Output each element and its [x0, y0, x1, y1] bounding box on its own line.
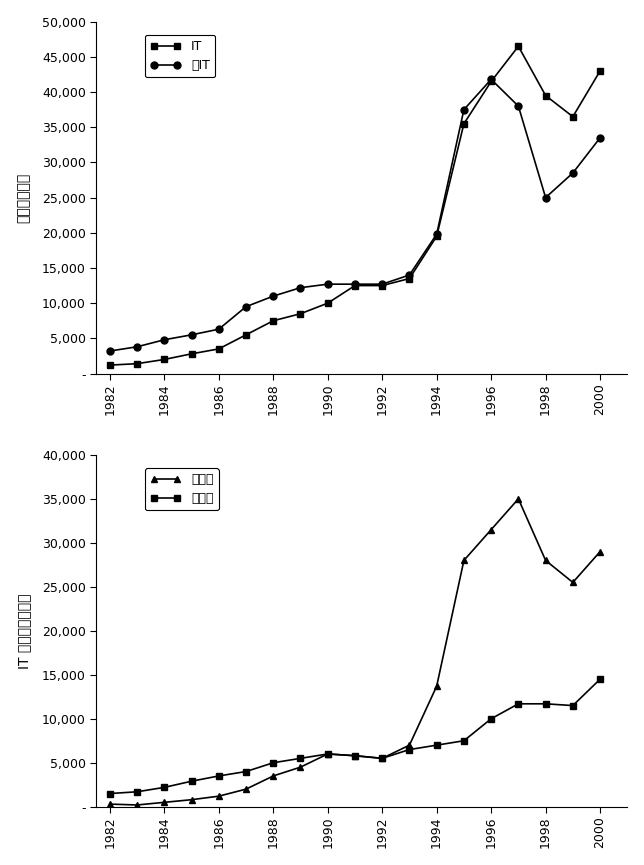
IT — [596, 66, 604, 76]
외국인 — [160, 782, 168, 792]
외국인 — [488, 714, 495, 724]
Legend: IT, 비IT: IT, 비IT — [145, 35, 215, 77]
비IT — [460, 105, 468, 115]
내국인 — [515, 494, 522, 504]
IT — [460, 119, 468, 129]
비IT — [378, 279, 386, 290]
IT — [324, 298, 332, 308]
외국인 — [133, 786, 141, 797]
비IT — [488, 74, 495, 85]
IT — [269, 316, 277, 326]
외국인 — [351, 751, 359, 761]
외국인 — [406, 745, 413, 755]
비IT — [187, 330, 195, 340]
비IT — [542, 192, 549, 202]
비IT — [351, 279, 359, 290]
Line: 내국인: 내국인 — [106, 496, 603, 809]
내국인 — [269, 771, 277, 781]
내국인 — [433, 681, 440, 691]
외국인 — [542, 699, 549, 709]
IT — [215, 343, 223, 354]
Y-axis label: IT 산업특허출원수: IT 산업특허출원수 — [17, 593, 31, 669]
Line: IT: IT — [106, 43, 603, 368]
외국인 — [106, 788, 114, 798]
IT — [433, 231, 440, 241]
IT — [133, 358, 141, 368]
외국인 — [242, 766, 250, 777]
비IT — [242, 302, 250, 312]
외국인 — [187, 776, 195, 786]
외국인 — [378, 753, 386, 764]
외국인 — [433, 740, 440, 750]
IT — [297, 309, 305, 319]
IT — [378, 280, 386, 291]
내국인 — [324, 749, 332, 759]
IT — [242, 330, 250, 340]
비IT — [297, 283, 305, 293]
비IT — [406, 270, 413, 280]
IT — [187, 349, 195, 359]
IT — [569, 112, 577, 122]
비IT — [596, 132, 604, 143]
비IT — [569, 168, 577, 178]
비IT — [515, 101, 522, 112]
IT — [160, 355, 168, 365]
비IT — [433, 229, 440, 240]
내국인 — [406, 740, 413, 750]
비IT — [269, 291, 277, 301]
비IT — [324, 279, 332, 290]
내국인 — [242, 784, 250, 794]
외국인 — [569, 701, 577, 711]
내국인 — [488, 524, 495, 535]
내국인 — [596, 547, 604, 557]
내국인 — [297, 762, 305, 772]
Line: 외국인: 외국인 — [106, 676, 603, 797]
IT — [515, 42, 522, 52]
외국인 — [460, 735, 468, 746]
비IT — [133, 342, 141, 352]
내국인 — [460, 555, 468, 566]
외국인 — [269, 758, 277, 768]
내국인 — [542, 555, 549, 566]
IT — [351, 280, 359, 291]
내국인 — [160, 798, 168, 808]
Legend: 내국인, 외국인: 내국인, 외국인 — [145, 468, 219, 510]
외국인 — [215, 771, 223, 781]
내국인 — [133, 800, 141, 811]
비IT — [106, 346, 114, 356]
내국인 — [569, 577, 577, 587]
외국인 — [596, 674, 604, 684]
외국인 — [297, 753, 305, 764]
외국인 — [324, 749, 332, 759]
Line: 비IT: 비IT — [106, 76, 603, 355]
IT — [106, 360, 114, 370]
내국인 — [106, 799, 114, 810]
내국인 — [215, 791, 223, 801]
IT — [488, 76, 495, 86]
비IT — [160, 335, 168, 345]
IT — [406, 273, 413, 284]
내국인 — [378, 753, 386, 764]
외국인 — [515, 699, 522, 709]
내국인 — [351, 751, 359, 761]
Y-axis label: 특허출원인수: 특허출원인수 — [17, 172, 31, 222]
내국인 — [187, 795, 195, 805]
IT — [542, 90, 549, 100]
비IT — [215, 324, 223, 335]
